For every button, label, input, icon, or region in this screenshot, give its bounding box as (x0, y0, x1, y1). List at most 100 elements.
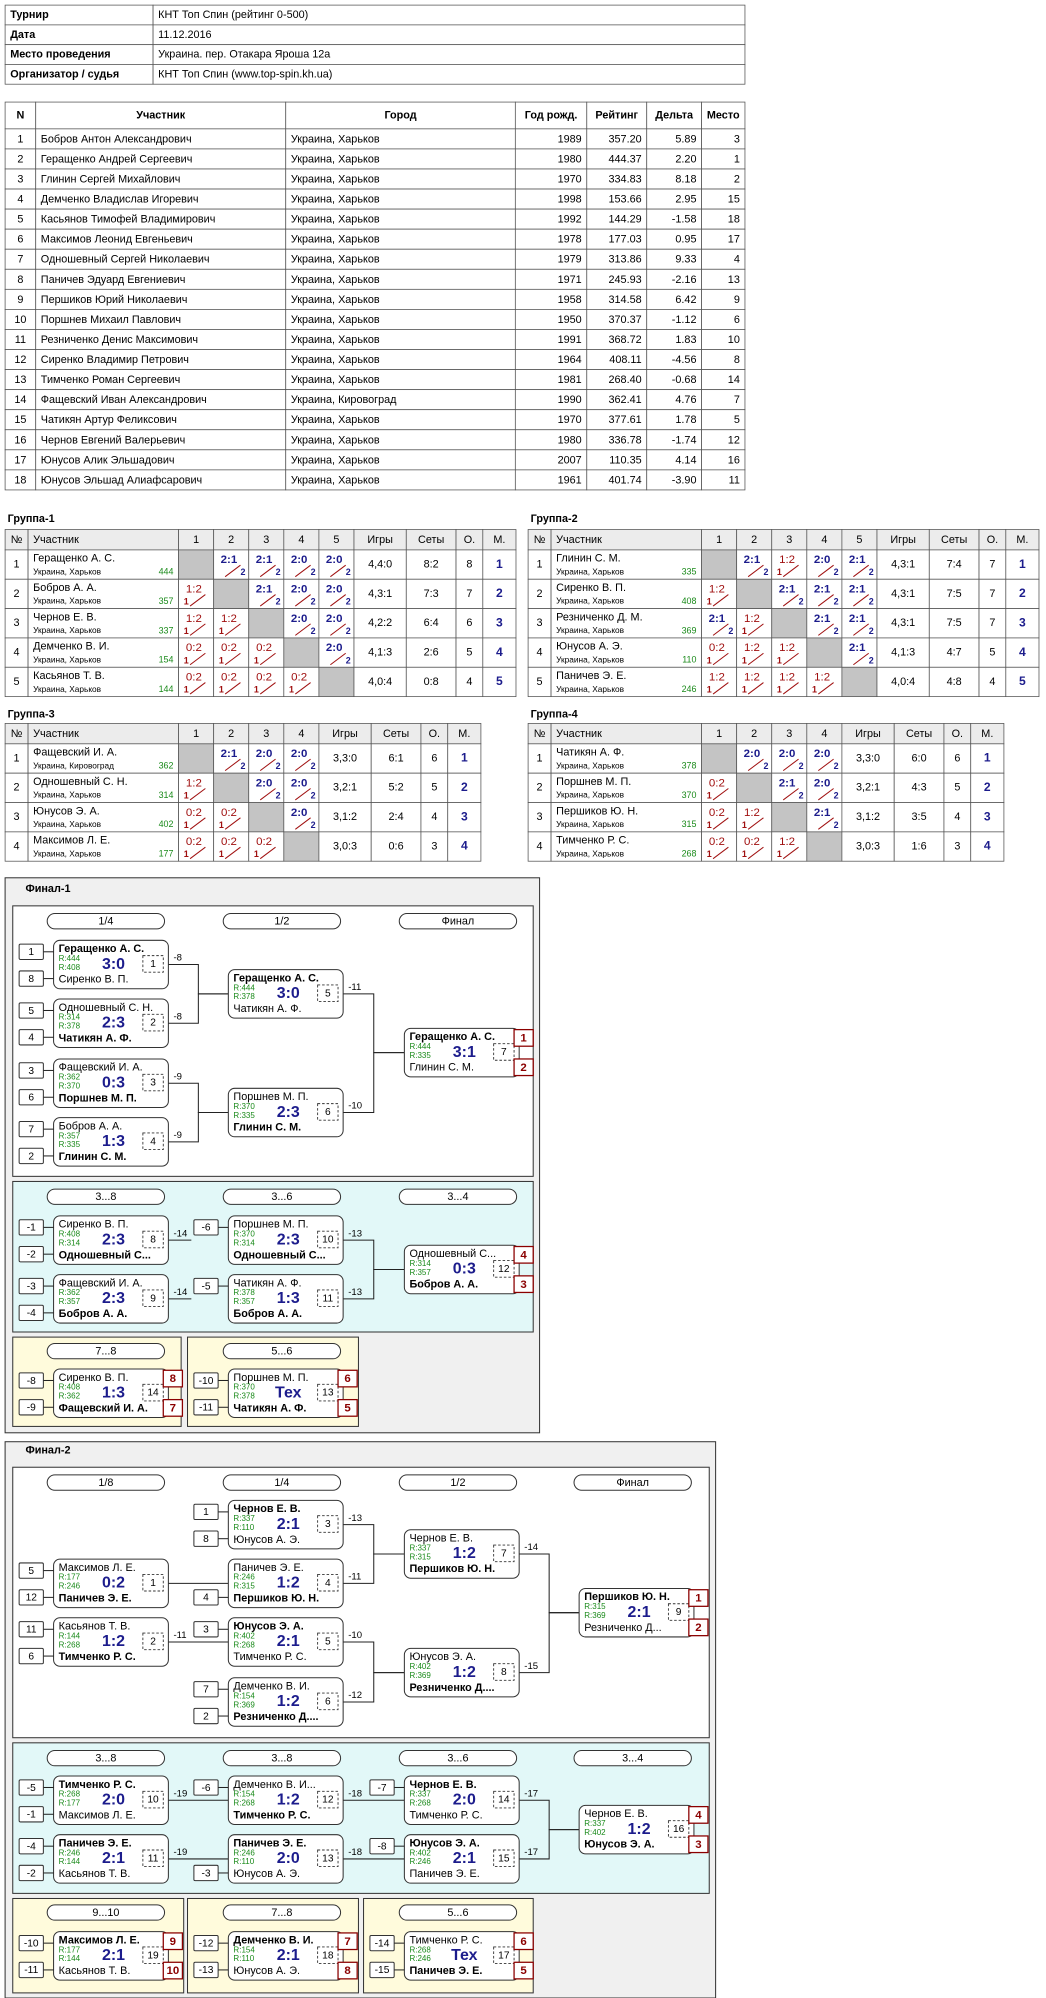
group-header: О. (464, 534, 475, 546)
group-cell (482, 608, 517, 639)
loser-label: -15 (524, 1661, 538, 1672)
rating-bottom: R:268 (409, 1799, 431, 1808)
match-points: 2 (799, 790, 804, 800)
group-cell (841, 608, 878, 639)
table-text: -1.74 (672, 434, 697, 446)
seed-label: -2 (27, 1868, 36, 1879)
player-rating: 402 (159, 819, 174, 829)
group-points: 7 (466, 588, 472, 600)
match-points: 2 (764, 761, 769, 771)
group-cell (27, 831, 179, 862)
group-place: 2 (496, 586, 503, 600)
seed-label: 5 (28, 1006, 34, 1017)
seed-box (18, 1779, 44, 1796)
row-number: 5 (14, 676, 20, 688)
rating-top: R:177 (59, 1573, 81, 1582)
score-slash (330, 564, 346, 578)
table-text: 1970 (558, 414, 582, 426)
match-score: 2:0 (291, 554, 308, 566)
round-label: 3...8 (95, 1753, 116, 1765)
table-text: 5 (17, 214, 23, 226)
header-cell (701, 101, 746, 130)
player-city: Украина, Харьков (33, 566, 101, 576)
match-box (403, 1775, 520, 1825)
match-score: 1:2 (277, 1575, 300, 1592)
group-cell (550, 578, 702, 609)
final-title: Финал-2 (26, 1445, 71, 1457)
table-text: -4.56 (672, 354, 697, 366)
match-score: 0:2 (221, 807, 237, 819)
score-slash (712, 682, 729, 695)
table-text: Украина, Харьков (291, 374, 380, 386)
match-points: 2 (276, 790, 281, 800)
place-box (337, 1398, 358, 1417)
round-pill (398, 1749, 518, 1767)
match-score: 2:0 (326, 613, 343, 625)
table-text: Юнусов Эльшад Алиафсарович (41, 474, 202, 486)
match-number-box (317, 1573, 339, 1592)
match-number-box (317, 1230, 339, 1249)
player-bottom: Тимченко Р. С. (409, 1809, 482, 1821)
player-top: Юнусов Э. А. (233, 1621, 303, 1633)
player-rating: 110 (682, 655, 696, 665)
player-rating: 378 (682, 761, 697, 771)
match-score: 0:2 (186, 807, 202, 819)
rating-bottom: R:268 (233, 1799, 255, 1808)
group-cell (771, 743, 808, 774)
match-points: 2 (311, 790, 316, 800)
match-points: 1 (742, 655, 747, 665)
match-points: 1 (184, 685, 189, 695)
rating-bottom: R:315 (409, 1552, 431, 1561)
player-city: Украина, Харьков (556, 790, 624, 800)
rating-bottom: R:357 (233, 1297, 255, 1306)
seed-box (369, 1934, 395, 1952)
group-place: 5 (496, 674, 503, 688)
player-top: Геращенко А. С. (409, 1031, 495, 1043)
seed-box (193, 1681, 219, 1698)
player-bottom: Сиренко В. П. (59, 974, 129, 986)
round-label: 1/4 (274, 1477, 289, 1489)
match-number: 18 (322, 1950, 334, 1961)
table-text: 1980 (558, 153, 582, 165)
table-text: Украина, Харьков (291, 254, 380, 266)
seed-box (18, 1621, 44, 1638)
score-slash (712, 846, 729, 860)
rating-bottom: R:315 (233, 1582, 255, 1591)
seed-label: 5 (28, 1566, 34, 1577)
row-number: 3 (537, 617, 543, 629)
group-cell (806, 637, 843, 668)
score-slash (782, 652, 799, 666)
round-label: 5...6 (271, 1346, 292, 1358)
match-number-box (142, 1132, 164, 1150)
place-label: 2 (520, 1062, 526, 1074)
group-points: 3 (954, 840, 960, 852)
score-slash (330, 652, 346, 666)
seed-label: 2 (203, 1711, 209, 1722)
group-cell (701, 549, 738, 580)
loser-label: -8 (173, 953, 181, 964)
score-slash (294, 594, 311, 607)
match-points: 2 (346, 597, 351, 607)
column-header: N (16, 109, 24, 121)
group-cell (701, 831, 738, 862)
table-text: 10 (728, 334, 740, 346)
group-cell (283, 666, 320, 698)
place-label: 1 (520, 1033, 527, 1045)
match-score: 2:1 (628, 1604, 651, 1621)
match-points: 1 (254, 849, 259, 859)
group-sets: 4:3 (912, 782, 927, 794)
seed-box (18, 1147, 44, 1165)
group-cell (736, 549, 773, 580)
match-score: 2:1 (221, 554, 238, 566)
rating-top: R:362 (59, 1073, 81, 1082)
rating-bottom: R:335 (233, 1111, 255, 1120)
group-cell (405, 549, 457, 580)
round-pill (46, 1474, 166, 1491)
player-bottom: Резниченко Д.... (409, 1682, 494, 1694)
rating-top: R:268 (59, 1790, 81, 1799)
player-rating: 246 (682, 684, 697, 694)
group-games: 4,1:3 (368, 646, 392, 658)
match-score: 2:0 (291, 748, 308, 760)
group-place: 2 (461, 780, 468, 794)
group-cell (370, 743, 422, 774)
